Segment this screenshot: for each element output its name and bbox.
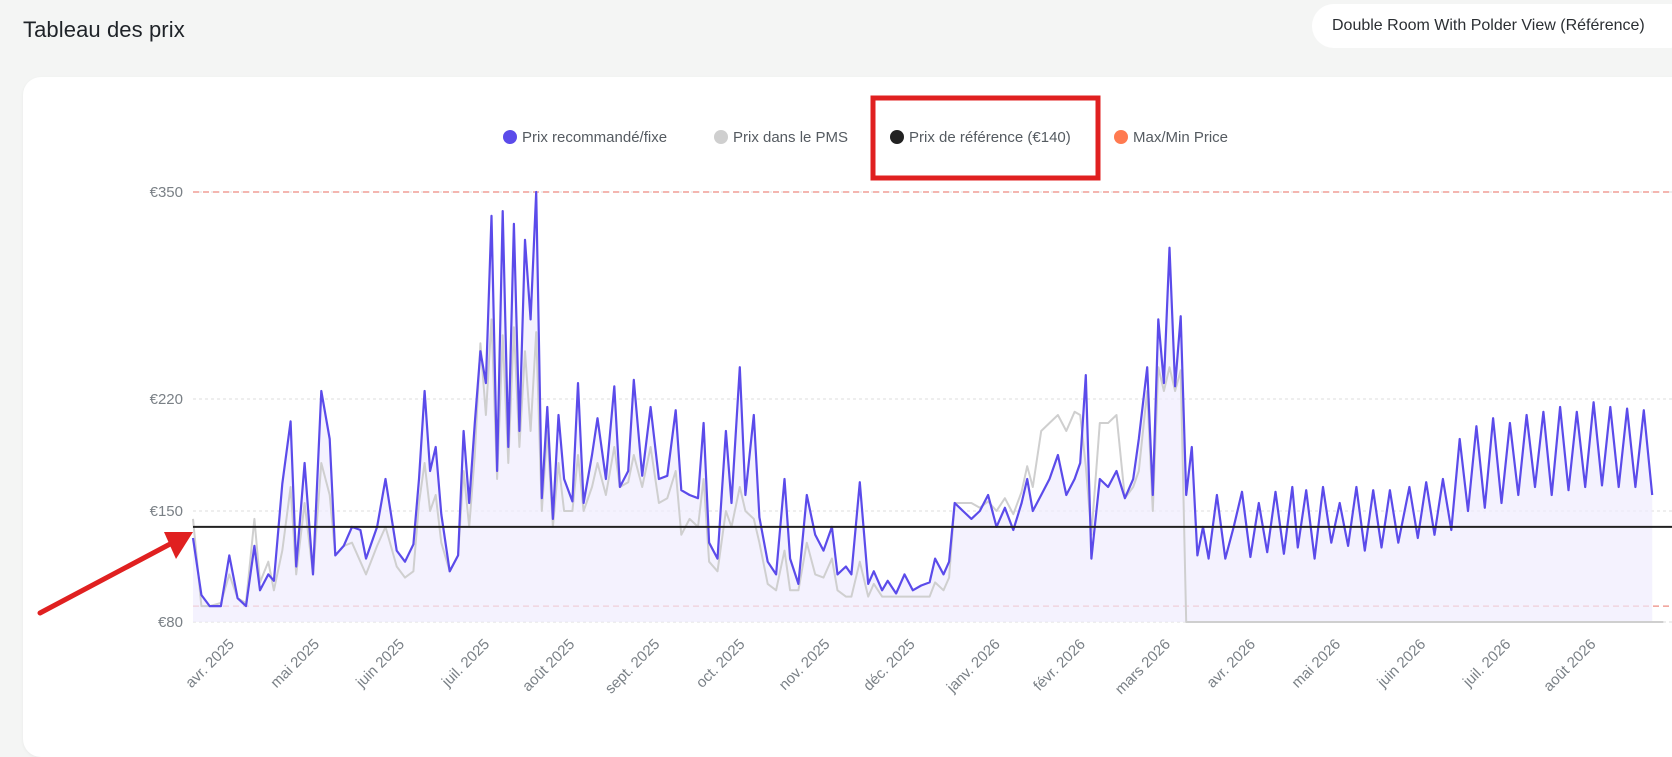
- x-tick-1: mai 2025: [267, 636, 323, 692]
- arrow-shaft: [37, 540, 175, 616]
- x-tick-0: avr. 2025: [182, 636, 238, 692]
- legend-label-1: Prix dans le PMS: [733, 129, 848, 146]
- x-tick-16: août 2026: [1540, 636, 1599, 695]
- x-axis: avr. 2025 mai 2025 juin 2025 juil. 2025 août…: [182, 636, 1599, 698]
- legend-dot-1: [714, 130, 728, 144]
- chart-series: [191, 190, 1672, 623]
- x-tick-7: nov. 2025: [776, 636, 834, 694]
- x-tick-8: déc. 2025: [860, 636, 919, 695]
- y-axis: €80 €150 €220 €350: [150, 184, 183, 631]
- y-tick-0: €80: [158, 614, 183, 631]
- x-tick-10: févr. 2026: [1030, 636, 1089, 695]
- legend-dot-3: [1114, 130, 1128, 144]
- legend-label-3: Max/Min Price: [1133, 129, 1228, 146]
- legend-dot-0: [503, 130, 517, 144]
- x-tick-2: juin 2025: [352, 636, 408, 692]
- price-area: [193, 192, 1653, 622]
- x-tick-6: oct. 2025: [693, 636, 749, 692]
- x-tick-14: juin 2026: [1373, 636, 1429, 692]
- y-tick-2: €220: [150, 391, 183, 408]
- chart-card: [23, 77, 1672, 757]
- legend-dot-2: [890, 130, 904, 144]
- y-tick-3: €350: [150, 184, 183, 201]
- page-title: Tableau des prix: [23, 17, 185, 42]
- x-tick-12: avr. 2026: [1203, 636, 1259, 692]
- legend-label-2: Prix de référence (€140): [909, 129, 1071, 146]
- chart-legend: Prix recommandé/fixe Prix dans le PMS Prix…: [503, 129, 1228, 146]
- arrow-head: [164, 532, 193, 559]
- x-tick-3: juil. 2025: [438, 636, 493, 691]
- recommended-area: [193, 192, 1653, 622]
- x-tick-5: sept. 2025: [602, 636, 664, 698]
- x-tick-4: août 2025: [519, 636, 578, 695]
- highlight-box: [870, 95, 1101, 181]
- x-tick-15: juil. 2026: [1459, 636, 1514, 691]
- annotations: [37, 95, 1101, 616]
- x-tick-13: mai 2026: [1288, 636, 1344, 692]
- room-selector[interactable]: Double Room With Polder View (Référence): [1312, 4, 1672, 48]
- x-tick-9: janv. 2026: [943, 636, 1004, 697]
- legend-label-0: Prix recommandé/fixe: [522, 129, 667, 146]
- x-tick-11: mars 2026: [1112, 636, 1174, 698]
- price-chart: Prix recommandé/fixe Prix dans le PMS Prix…: [37, 95, 1672, 698]
- recommended-price-line: [191, 190, 1654, 608]
- y-tick-1: €150: [150, 503, 183, 520]
